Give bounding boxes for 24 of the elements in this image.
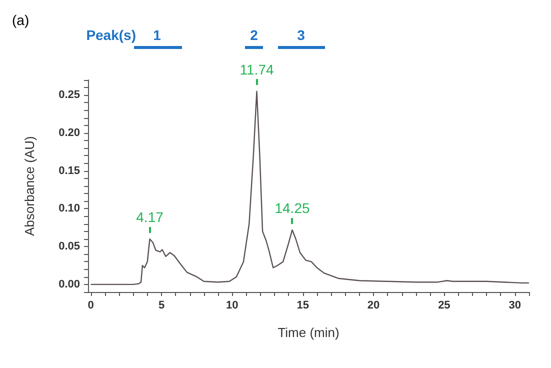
- text: 1: [153, 27, 162, 43]
- text: (a): [12, 12, 30, 28]
- x-tick-label: 20: [367, 300, 380, 312]
- annotation: 11.74: [240, 61, 274, 78]
- x-tick-label: 0: [88, 300, 94, 312]
- text: Peak(s): [86, 27, 136, 43]
- y-axis-title: Absorbance (AU): [22, 136, 37, 236]
- line-series: [90, 90, 530, 286]
- text: 2: [250, 27, 258, 43]
- text: 3: [297, 27, 306, 43]
- y-tick-label: 0.00: [58, 278, 80, 290]
- annotation: 14.25: [274, 200, 310, 216]
- x-tick-label: 25: [438, 300, 450, 312]
- x-tick-label: 5: [158, 300, 165, 312]
- x-tick-label: 15: [296, 300, 309, 312]
- y-tick-label: 0.15: [58, 164, 80, 177]
- y-tick-label: 0.10: [58, 202, 80, 215]
- annotation: 4.17: [136, 209, 164, 225]
- y-tick-label: 0.05: [58, 240, 80, 253]
- y-tick-label: 0.20: [58, 127, 80, 139]
- x-tick-label: 10: [226, 300, 238, 312]
- x-tick-label: 30: [508, 300, 521, 312]
- y-tick-label: 0.25: [58, 89, 80, 102]
- x-axis-title: Time (min): [278, 325, 340, 340]
